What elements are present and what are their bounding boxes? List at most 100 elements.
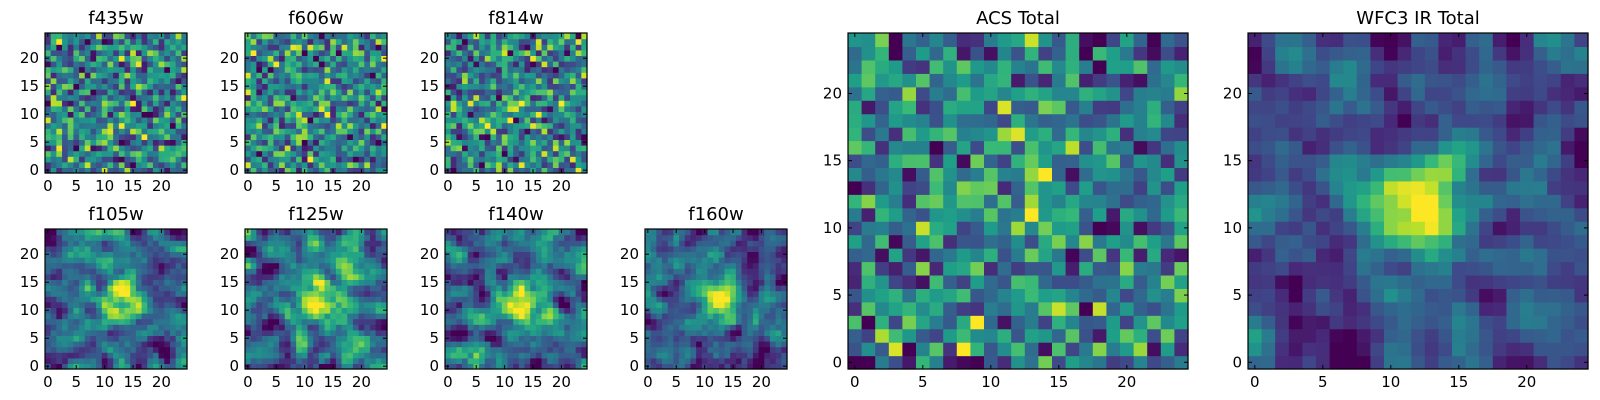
heatmap-cell (307, 346, 314, 353)
heatmap-cell (1079, 274, 1094, 289)
heatmap-cell (775, 318, 782, 325)
heatmap-cell (484, 38, 492, 45)
heatmap-cell (507, 122, 514, 129)
heatmap-cell (1065, 167, 1080, 182)
heatmap-cell (369, 117, 377, 124)
heatmap-cell (541, 83, 548, 90)
heatmap-cell (690, 262, 697, 269)
heatmap-cell (273, 285, 280, 292)
heatmap-cell (152, 234, 160, 241)
heatmap-cell (124, 156, 131, 163)
heatmap-cell (181, 229, 188, 236)
heatmap-cell (158, 329, 165, 336)
heatmap-cell (530, 257, 537, 264)
heatmap-cell (250, 285, 257, 292)
heatmap-cell (135, 83, 143, 90)
heatmap-cell (352, 89, 360, 96)
heatmap-cell (135, 296, 143, 303)
heatmap-cell (250, 268, 257, 275)
heatmap-cell (381, 262, 388, 269)
heatmap-cell (313, 55, 320, 62)
heatmap-cell (79, 245, 86, 252)
heatmap-cell (290, 133, 297, 140)
heatmap-cell (256, 89, 263, 96)
heatmap-cell (335, 156, 343, 163)
heatmap-cell (50, 33, 57, 40)
heatmap-cell (690, 285, 697, 292)
heatmap-cell (1052, 180, 1067, 195)
heatmap-cell (747, 335, 754, 342)
heatmap-cell (673, 307, 680, 314)
heatmap-cell (916, 301, 931, 316)
heatmap-cell (496, 122, 503, 129)
heatmap-cell (564, 341, 571, 348)
heatmap-cell (467, 49, 474, 56)
heatmap-cell (713, 329, 720, 336)
heatmap-cell (943, 288, 958, 303)
heatmap-cell (507, 89, 514, 96)
heatmap-cell (496, 262, 503, 269)
heatmap-cell (707, 251, 714, 258)
heatmap-cell (752, 245, 760, 252)
heatmap-cell (530, 318, 537, 325)
heatmap-cell (752, 313, 760, 320)
heatmap-cell (541, 251, 548, 258)
heatmap-cell (735, 318, 743, 325)
heatmap-cell (518, 240, 526, 247)
heatmap-cell (324, 273, 331, 280)
heatmap-cell (267, 128, 274, 135)
heatmap-cell (113, 72, 120, 79)
heatmap-cell (724, 363, 731, 370)
heatmap-cell (90, 357, 97, 364)
heatmap-cell (956, 153, 971, 168)
heatmap-cell (364, 307, 371, 314)
heatmap-cell (50, 122, 57, 129)
heatmap-cell (107, 346, 114, 353)
heatmap-cell (279, 352, 286, 359)
heatmap-cell (101, 296, 109, 303)
heatmap-cell (107, 245, 114, 252)
heatmap-cell (484, 111, 492, 118)
heatmap-cell (135, 167, 143, 174)
heatmap-cell (96, 139, 103, 146)
heatmap-cell (284, 290, 292, 297)
heatmap-cell (364, 145, 371, 152)
heatmap-cell (352, 262, 360, 269)
heatmap-cell (273, 94, 280, 101)
heatmap-cell (496, 229, 503, 236)
heatmap-cell (164, 279, 171, 286)
heatmap-cell (250, 66, 257, 73)
heatmap-cell (956, 207, 971, 222)
heatmap-cell (747, 262, 754, 269)
x-tick-label: 15 (523, 177, 542, 195)
heatmap-cell (352, 44, 360, 51)
heatmap-cell (169, 128, 177, 135)
heatmap-cell (347, 61, 354, 68)
heatmap-cell (324, 307, 331, 314)
heatmap-cell (679, 240, 686, 247)
heatmap-cell (175, 117, 182, 124)
heatmap-cell (50, 296, 57, 303)
heatmap-cell (352, 346, 360, 353)
heatmap-cell (375, 352, 382, 359)
heatmap-cell (501, 279, 509, 286)
heatmap-cell (667, 245, 674, 252)
heatmap-cell (375, 139, 382, 146)
heatmap-cell (84, 66, 92, 73)
heatmap-cell (62, 167, 69, 174)
heatmap-cell (284, 313, 292, 320)
heatmap-cell (679, 346, 686, 353)
heatmap-cell (535, 94, 543, 101)
heatmap-cell (113, 94, 120, 101)
heatmap-cell (284, 324, 292, 331)
heatmap-cell (347, 77, 354, 84)
heatmap-cell (490, 346, 497, 353)
heatmap-cell (135, 105, 143, 112)
heatmap-cell (1092, 342, 1107, 357)
heatmap-cell (279, 33, 286, 40)
heatmap-cell (690, 251, 697, 258)
heatmap-cell (741, 245, 748, 252)
heatmap-cell (262, 77, 269, 84)
heatmap-cell (107, 262, 114, 269)
heatmap-cell (518, 229, 526, 236)
